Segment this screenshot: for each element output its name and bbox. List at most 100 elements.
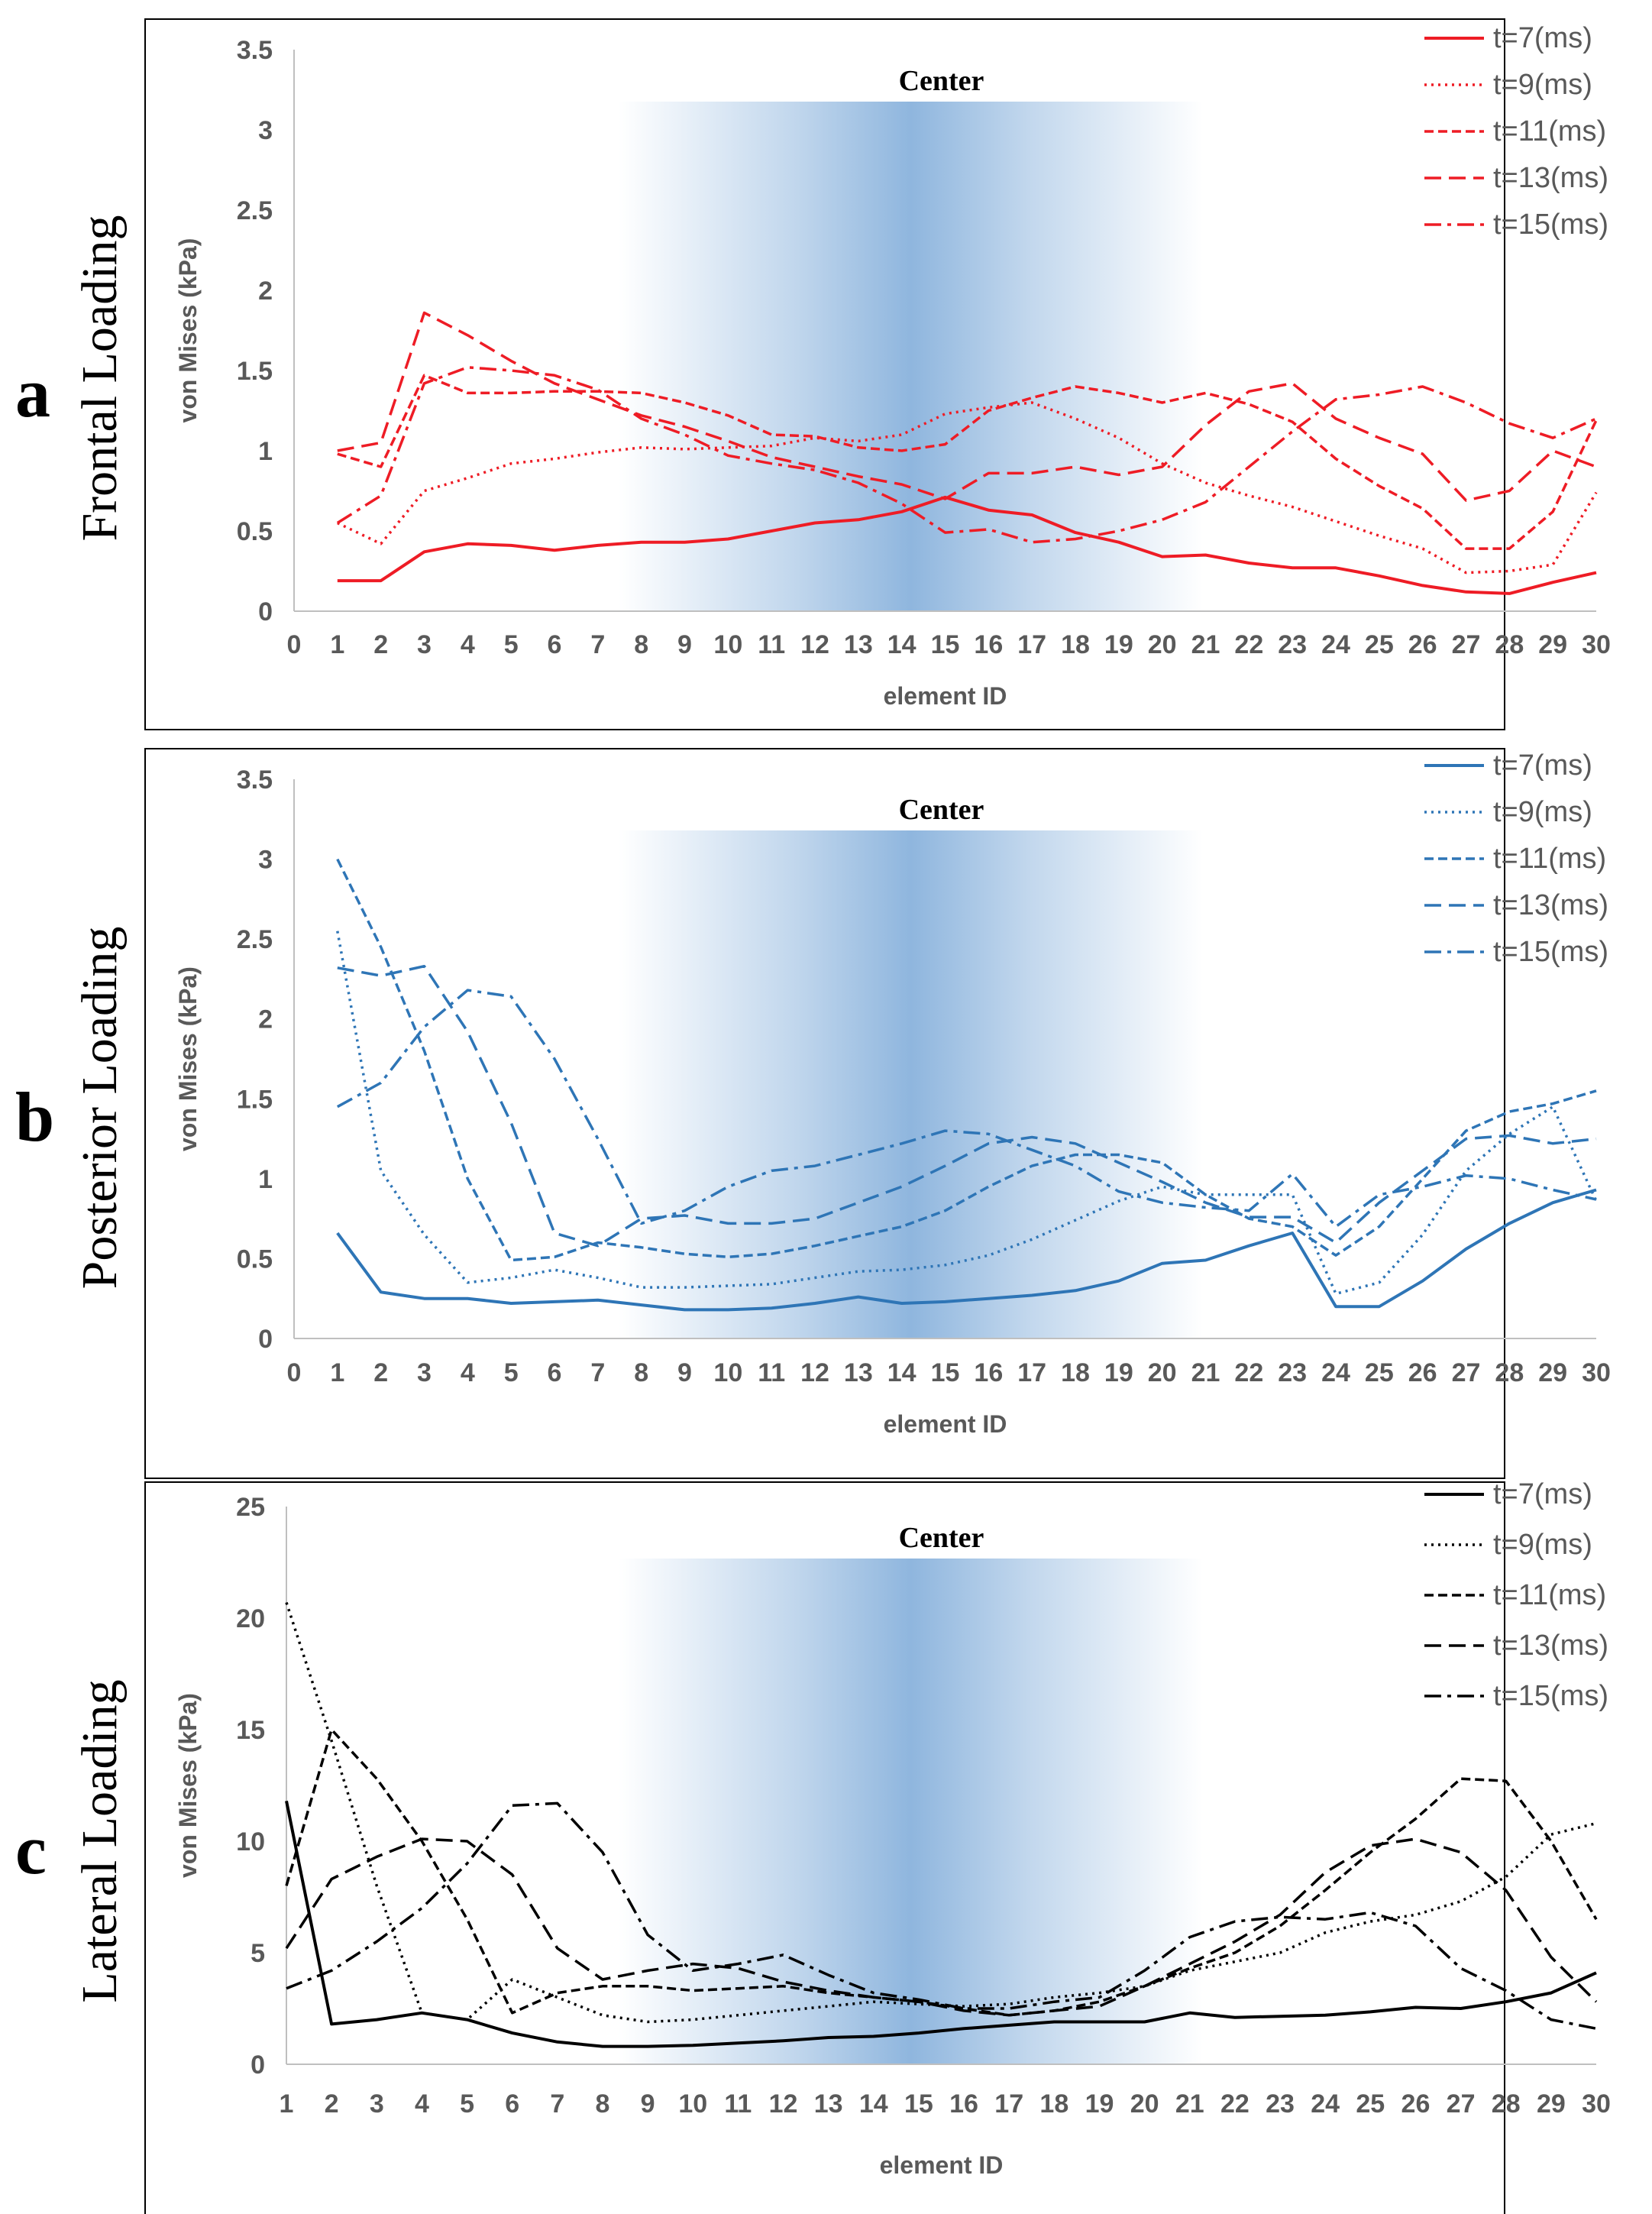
y-tick-label: 0: [251, 2051, 265, 2080]
x-tick-label: 21: [1191, 630, 1220, 659]
x-tick-label: 14: [887, 1358, 917, 1387]
y-tick-label: 1.5: [237, 1085, 273, 1114]
series-line-t=13(ms): [337, 964, 1597, 1248]
x-tick-label: 20: [1148, 630, 1177, 659]
x-tick-label: 9: [677, 1358, 692, 1387]
legend-entry: t=11(ms): [1493, 843, 1606, 875]
y-tick-label: 15: [236, 1716, 265, 1745]
series-line-t=7(ms): [337, 495, 1597, 595]
x-tick-label: 2: [373, 1358, 388, 1387]
x-tick-label: 30: [1582, 2089, 1611, 2119]
y-tick-label: 1.5: [237, 357, 273, 386]
x-tick-label: 26: [1408, 1358, 1437, 1387]
legend-entry: t=9(ms): [1493, 796, 1592, 828]
legend-entry: t=13(ms): [1493, 889, 1608, 921]
panel-letter: a: [15, 354, 50, 432]
x-tick-label: 12: [800, 630, 829, 659]
x-tick-label: 6: [548, 630, 562, 659]
x-tick-label: 23: [1278, 1358, 1307, 1387]
x-tick-label: 27: [1447, 2089, 1476, 2119]
x-tick-label: 29: [1538, 1358, 1567, 1387]
x-tick-label: 2: [373, 630, 388, 659]
x-tick-label: 17: [994, 2089, 1023, 2119]
x-tick-label: 1: [330, 1358, 344, 1387]
x-tick-label: 28: [1495, 1358, 1524, 1387]
side-label: Frontal Loading: [72, 215, 128, 541]
x-tick-label: 29: [1538, 630, 1567, 659]
series-line-t=13(ms): [285, 1837, 1598, 2017]
series-line-t=13(ms): [337, 311, 1597, 502]
x-tick-label: 28: [1495, 630, 1524, 659]
x-tick-label: 30: [1582, 1358, 1611, 1387]
x-tick-label: 3: [417, 630, 432, 659]
x-tick-label: 20: [1130, 2089, 1159, 2119]
x-tick-label: 9: [641, 2089, 655, 2119]
center-label: Center: [899, 794, 984, 826]
legend-entry: t=11(ms): [1493, 115, 1606, 147]
x-tick-label: 8: [596, 2089, 610, 2119]
y-tick-label: 0: [258, 597, 273, 626]
x-tick-label: 26: [1401, 2089, 1431, 2119]
center-label: Center: [899, 65, 984, 97]
x-tick-label: 27: [1452, 1358, 1481, 1387]
x-tick-label: 19: [1104, 1358, 1133, 1387]
y-tick-label: 3: [258, 116, 273, 145]
x-tick-label: 0: [287, 1358, 302, 1387]
x-tick-label: 6: [548, 1358, 562, 1387]
x-tick-label: 22: [1220, 2089, 1250, 2119]
y-tick-label: 10: [236, 1827, 265, 1856]
x-tick-label: 15: [931, 630, 960, 659]
x-tick-label: 27: [1452, 630, 1481, 659]
y-tick-label: 3: [258, 846, 273, 875]
y-tick-label: 1: [258, 1165, 273, 1194]
x-tick-label: 21: [1175, 2089, 1204, 2119]
x-tick-label: 4: [461, 1358, 475, 1387]
x-tick-label: 12: [769, 2089, 798, 2119]
y-tick-label: 20: [236, 1604, 265, 1633]
x-tick-label: 10: [678, 2089, 707, 2119]
legend-entry: t=11(ms): [1493, 1579, 1606, 1611]
x-tick-label: 17: [1017, 630, 1046, 659]
x-tick-label: 25: [1365, 1358, 1394, 1387]
x-tick-label: 8: [634, 1358, 648, 1387]
y-tick-label: 5: [251, 1939, 265, 1968]
x-tick-label: 15: [931, 1358, 960, 1387]
legend-entry: t=15(ms): [1493, 209, 1608, 241]
x-tick-label: 4: [461, 630, 475, 659]
x-tick-label: 4: [415, 2089, 429, 2119]
series-line-t=7(ms): [336, 1188, 1597, 1312]
x-tick-label: 6: [505, 2089, 519, 2119]
panel-letter: b: [15, 1078, 54, 1156]
x-tick-label: 18: [1039, 2089, 1068, 2119]
y-tick-label: 1: [258, 437, 273, 466]
y-tick-label: 0.5: [237, 1245, 273, 1274]
x-tick-label: 28: [1492, 2089, 1521, 2119]
x-tick-label: 24: [1311, 2089, 1340, 2119]
x-tick-label: 14: [887, 630, 917, 659]
y-axis-title: von Mises (kPa): [174, 1693, 202, 1878]
legend-entry: t=15(ms): [1493, 1680, 1608, 1712]
x-tick-label: 10: [713, 1358, 742, 1387]
legend-entry: t=13(ms): [1493, 1630, 1608, 1662]
x-tick-label: 18: [1061, 1358, 1090, 1387]
x-tick-label: 5: [460, 2089, 474, 2119]
series-line-t=15(ms): [336, 989, 1597, 1228]
x-tick-label: 3: [370, 2089, 384, 2119]
y-tick-label: 2.5: [237, 196, 273, 225]
x-tick-label: 22: [1234, 630, 1263, 659]
series-line-t=9(ms): [285, 1602, 1597, 2024]
center-label: Center: [899, 1522, 984, 1554]
panel-frame: [144, 1481, 1505, 2214]
x-tick-label: 24: [1321, 1358, 1350, 1387]
x-tick-label: 14: [859, 2089, 888, 2119]
x-tick-label: 23: [1266, 2089, 1295, 2119]
x-axis-title: element ID: [884, 1410, 1007, 1438]
x-tick-label: 2: [325, 2089, 339, 2119]
y-tick-label: 3.5: [237, 766, 273, 795]
x-tick-label: 20: [1148, 1358, 1177, 1387]
center-band: [619, 102, 1203, 611]
series-line-t=11(ms): [337, 374, 1598, 550]
series-line-t=15(ms): [336, 366, 1597, 544]
